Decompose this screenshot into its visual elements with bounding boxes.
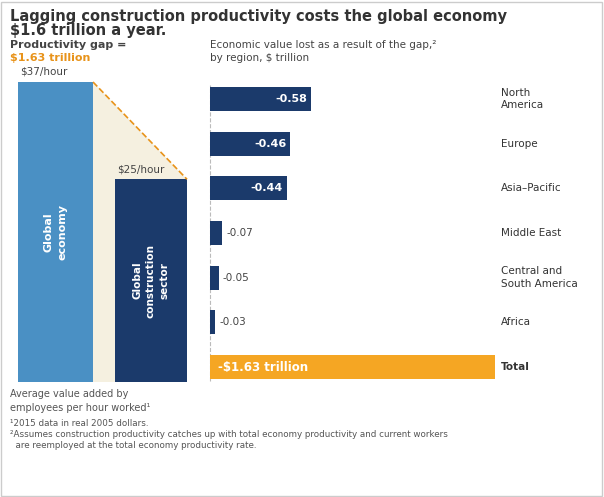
Text: $37/hour: $37/hour [20, 67, 68, 77]
Bar [210, 87, 312, 111]
Bar [210, 355, 495, 379]
Text: -0.58: -0.58 [275, 94, 307, 104]
Polygon shape [93, 82, 187, 382]
Text: Average value added by
employees per hour worked¹: Average value added by employees per hou… [10, 389, 150, 413]
Text: $1.63 trillion: $1.63 trillion [10, 53, 91, 63]
Text: Global
economy: Global economy [44, 204, 67, 260]
Text: Europe: Europe [501, 139, 538, 149]
Text: -0.44: -0.44 [251, 183, 283, 193]
Bar [210, 221, 222, 245]
Text: Total: Total [501, 362, 530, 372]
Text: Central and
South America: Central and South America [501, 266, 578, 289]
Text: ¹2015 data in real 2005 dollars.: ¹2015 data in real 2005 dollars. [10, 419, 149, 428]
Bar [18, 82, 93, 382]
Text: -0.03: -0.03 [219, 317, 246, 328]
Text: ²Assumes construction productivity catches up with total economy productivity an: ²Assumes construction productivity catch… [10, 430, 448, 439]
Bar [115, 179, 187, 382]
Text: by region, $ trillion: by region, $ trillion [210, 53, 309, 63]
Bar [210, 132, 291, 156]
Text: Asia–Pacific: Asia–Pacific [501, 183, 562, 193]
Text: Lagging construction productivity costs the global economy: Lagging construction productivity costs … [10, 9, 507, 24]
Text: Productivity gap =: Productivity gap = [10, 40, 126, 50]
Text: -0.05: -0.05 [223, 273, 249, 283]
Bar [210, 310, 215, 334]
Text: Africa: Africa [501, 317, 531, 328]
Text: $1.6 trillion a year.: $1.6 trillion a year. [10, 23, 166, 38]
Text: Economic value lost as a result of the gap,²: Economic value lost as a result of the g… [210, 40, 436, 50]
Text: North
America: North America [501, 88, 544, 110]
Text: Middle East: Middle East [501, 228, 561, 238]
Bar [210, 176, 287, 200]
Text: -0.46: -0.46 [254, 139, 286, 149]
Text: Global
construction
sector: Global construction sector [133, 244, 169, 318]
Text: $25/hour: $25/hour [117, 165, 164, 174]
Bar [210, 266, 219, 290]
Text: are reemployed at the total economy productivity rate.: are reemployed at the total economy prod… [10, 441, 257, 450]
Text: -$1.63 trillion: -$1.63 trillion [218, 360, 308, 374]
Text: -0.07: -0.07 [226, 228, 253, 238]
